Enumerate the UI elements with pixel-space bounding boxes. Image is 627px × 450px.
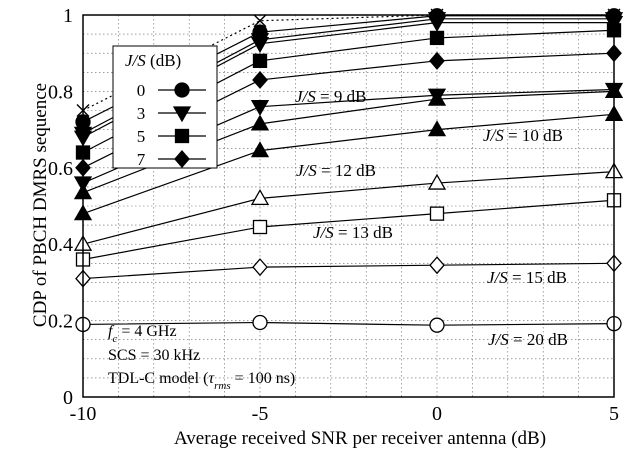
data-point	[429, 317, 445, 333]
data-point	[250, 189, 270, 206]
y-tick-label: 0	[63, 387, 73, 409]
annotation-js-13: J/S = 13 dB	[313, 223, 393, 242]
data-point	[250, 114, 270, 131]
data-point	[427, 15, 447, 32]
annotation-js-9: J/S = 9 dB	[295, 87, 366, 106]
data-point	[427, 89, 447, 106]
data-point	[253, 14, 267, 28]
x-tick-label: 5	[609, 403, 619, 425]
series-line	[82, 199, 615, 261]
note-channel-model: TDL-C model (τrms = 100 ns)	[108, 370, 295, 392]
data-point	[174, 82, 190, 98]
annotation-js-12: J/S = 12 dB	[296, 161, 376, 180]
legend-title: J/S (dB)	[125, 51, 181, 70]
data-point	[429, 51, 445, 70]
x-tick-labels: -10 -5 0 5	[70, 403, 619, 425]
annotation-js-15: J/S = 15 dB	[487, 268, 567, 287]
legend-entry-label: 3	[137, 104, 146, 123]
data-point	[427, 173, 447, 190]
data-point	[429, 30, 445, 46]
data-point	[250, 37, 270, 53]
note-scs: SCS = 30 kHz	[108, 347, 200, 364]
y-axis-label: CDP of PBCH DMRS sequence	[30, 83, 51, 327]
data-point	[174, 150, 190, 168]
data-point	[429, 256, 445, 275]
data-point	[252, 258, 268, 277]
data-point	[252, 314, 268, 331]
plot-frame	[82, 14, 615, 398]
data-point	[172, 106, 192, 123]
series-line	[82, 171, 615, 245]
series-line	[82, 262, 615, 280]
data-point	[252, 70, 268, 89]
legend-entries: 0 3 5 7	[137, 81, 206, 169]
data-point	[252, 219, 268, 235]
y-tick-labels: 0 0.2 0.4 0.6 0.8 1	[48, 5, 73, 409]
x-tick-label: 0	[432, 403, 442, 425]
data-point	[252, 53, 268, 68]
y-tick-label: 0.6	[48, 158, 73, 180]
data-point	[174, 128, 190, 144]
annotation-js-20: J/S = 20 dB	[488, 330, 568, 349]
legend: J/S (dB) 0 3 5 7	[112, 45, 218, 169]
data-point	[250, 141, 270, 158]
note-carrier-frequency: fc = 4 GHz	[108, 323, 177, 345]
data-point	[250, 100, 270, 116]
data-point	[429, 206, 445, 221]
series-line	[82, 113, 615, 215]
legend-entry-label: 7	[137, 150, 146, 169]
y-tick-label: 0.2	[48, 311, 73, 333]
legend-box	[112, 45, 218, 169]
series-line	[82, 321, 615, 326]
annotation-js-10: J/S = 10 dB	[483, 126, 563, 145]
x-tick-label: -5	[252, 403, 269, 425]
legend-entry-label: 5	[137, 127, 146, 146]
y-tick-label: 0.8	[48, 81, 73, 103]
x-axis-label: Average received SNR per receiver antenn…	[174, 428, 546, 449]
data-point	[427, 120, 447, 137]
y-tick-label: 0.4	[48, 234, 73, 256]
y-tick-label: 1	[63, 5, 73, 27]
legend-entry-label: 0	[137, 81, 146, 100]
x-tick-label: -10	[70, 403, 97, 425]
